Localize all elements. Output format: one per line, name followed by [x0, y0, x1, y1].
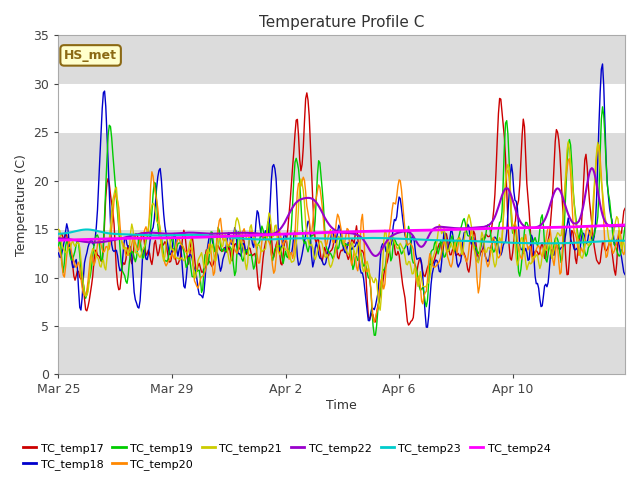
TC_temp18	[372, 303, 380, 309]
Y-axis label: Temperature (C): Temperature (C)	[15, 154, 28, 256]
TC_temp18	[570, 246, 578, 252]
TC_temp19	[598, 104, 606, 110]
TC_temp18	[399, 216, 406, 221]
TC_temp19	[400, 246, 408, 252]
Line: TC_temp18: TC_temp18	[58, 64, 625, 327]
TC_temp21	[372, 275, 380, 281]
TC_temp17	[572, 255, 579, 261]
TC_temp22	[54, 236, 62, 241]
TC_temp20	[400, 215, 408, 221]
TC_temp21	[294, 226, 301, 232]
TC_temp22	[294, 199, 301, 204]
Bar	[58, 84, 625, 132]
TC_temp21	[231, 229, 239, 235]
TC_temp19	[472, 244, 480, 250]
Line: TC_temp20: TC_temp20	[58, 144, 625, 322]
TC_temp19	[621, 223, 629, 229]
Bar	[58, 229, 625, 277]
TC_temp21	[400, 247, 408, 253]
TC_temp20	[371, 319, 378, 325]
TC_temp20	[594, 142, 602, 147]
TC_temp20	[294, 189, 301, 195]
TC_temp22	[588, 165, 596, 171]
TC_temp23	[472, 239, 480, 244]
TC_temp22	[570, 220, 578, 226]
Line: TC_temp24: TC_temp24	[58, 225, 625, 240]
TC_temp22	[400, 228, 408, 234]
TC_temp23	[232, 235, 240, 241]
Title: Temperature Profile C: Temperature Profile C	[259, 15, 424, 30]
TC_temp20	[54, 244, 62, 250]
TC_temp22	[372, 253, 380, 259]
TC_temp18	[472, 252, 480, 257]
TC_temp21	[376, 307, 384, 313]
TC_temp23	[621, 238, 629, 243]
TC_temp23	[83, 227, 91, 232]
TC_temp22	[231, 230, 239, 236]
TC_temp17	[303, 90, 310, 96]
TC_temp18	[54, 250, 62, 256]
TC_temp20	[621, 248, 629, 253]
TC_temp23	[372, 235, 380, 241]
TC_temp19	[372, 323, 380, 329]
TC_temp22	[372, 253, 380, 259]
Line: TC_temp22: TC_temp22	[58, 168, 625, 256]
TC_temp24	[621, 222, 629, 228]
Line: TC_temp23: TC_temp23	[58, 229, 625, 243]
Bar	[58, 326, 625, 374]
TC_temp17	[372, 310, 380, 316]
TC_temp21	[472, 253, 480, 259]
TC_temp24	[471, 226, 479, 232]
TC_temp21	[564, 139, 572, 144]
TC_temp23	[54, 231, 62, 237]
TC_temp23	[400, 236, 408, 242]
TC_temp20	[472, 259, 480, 264]
TC_temp24	[294, 230, 301, 236]
TC_temp24	[231, 233, 239, 239]
TC_temp17	[231, 241, 239, 247]
TC_temp17	[404, 322, 412, 328]
TC_temp18	[424, 324, 431, 330]
TC_temp19	[570, 200, 578, 206]
TC_temp23	[543, 240, 551, 246]
TC_temp21	[621, 249, 629, 254]
Line: TC_temp19: TC_temp19	[58, 107, 625, 335]
TC_temp19	[231, 273, 239, 278]
TC_temp24	[54, 238, 62, 243]
Text: HS_met: HS_met	[64, 49, 117, 62]
TC_temp23	[294, 235, 302, 241]
TC_temp21	[54, 227, 62, 232]
TC_temp17	[621, 205, 629, 211]
TC_temp21	[572, 216, 579, 222]
TC_temp22	[472, 225, 480, 230]
TC_temp20	[570, 228, 578, 234]
Bar	[58, 36, 625, 84]
TC_temp17	[400, 288, 408, 294]
TC_temp17	[54, 238, 62, 243]
Bar	[58, 180, 625, 229]
Bar	[58, 132, 625, 180]
TC_temp18	[598, 61, 606, 67]
TC_temp17	[474, 250, 481, 256]
TC_temp20	[231, 246, 239, 252]
TC_temp24	[569, 224, 577, 230]
TC_temp18	[621, 272, 629, 277]
X-axis label: Time: Time	[326, 399, 357, 412]
TC_temp18	[231, 225, 239, 230]
TC_temp19	[294, 160, 301, 166]
TC_temp22	[621, 223, 629, 229]
TC_temp19	[371, 332, 378, 338]
TC_temp18	[294, 254, 301, 260]
TC_temp24	[399, 228, 406, 234]
Legend: TC_temp17, TC_temp18, TC_temp19, TC_temp20, TC_temp21, TC_temp22, TC_temp23, TC_: TC_temp17, TC_temp18, TC_temp19, TC_temp…	[19, 438, 555, 474]
TC_temp24	[372, 228, 380, 234]
Line: TC_temp17: TC_temp17	[58, 93, 625, 325]
TC_temp19	[54, 243, 62, 249]
TC_temp17	[294, 117, 301, 122]
Bar	[58, 277, 625, 326]
Line: TC_temp21: TC_temp21	[58, 142, 625, 310]
TC_temp20	[372, 310, 380, 315]
TC_temp23	[572, 240, 579, 246]
